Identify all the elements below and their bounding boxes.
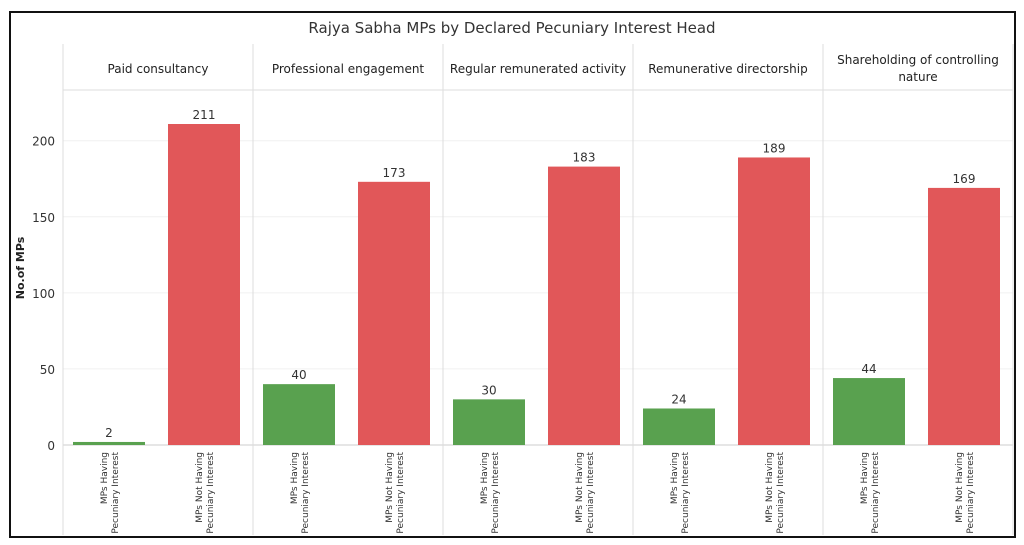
panel-header: Shareholding of controlling nature: [837, 53, 999, 84]
chart-title: Rajya Sabha MPs by Declared Pecuniary In…: [308, 19, 715, 37]
x-tick-label: MPs HavingPecuniary Interest: [100, 452, 121, 534]
bar-having: [643, 408, 715, 445]
data-label: 211: [193, 108, 216, 122]
x-tick-label: MPs HavingPecuniary Interest: [860, 452, 881, 534]
bar-not-having: [928, 187, 1000, 445]
data-label: 40: [291, 368, 306, 382]
x-tick-label: MPs Not HavingPecuniary Interest: [195, 452, 216, 534]
bar-not-having: [738, 157, 810, 446]
bar-having: [453, 399, 525, 445]
data-label: 24: [671, 392, 686, 406]
y-tick-label: 50: [40, 363, 55, 377]
x-tick-label: MPs Not HavingPecuniary Interest: [385, 452, 406, 534]
bar-having: [73, 441, 145, 445]
chart-frame: [9, 11, 1016, 538]
data-label: 189: [763, 141, 786, 155]
bar-not-having: [168, 124, 240, 445]
y-tick-label: 200: [32, 135, 55, 149]
data-label: 44: [861, 362, 876, 376]
panel-header: Paid consultancy: [108, 62, 209, 76]
data-label: 173: [383, 166, 406, 180]
data-label: 169: [953, 172, 976, 186]
x-tick-label: MPs HavingPecuniary Interest: [290, 452, 311, 534]
data-label: 30: [481, 383, 496, 397]
x-tick-label: MPs Not HavingPecuniary Interest: [955, 452, 976, 534]
data-label: 2: [105, 426, 113, 440]
x-tick-label: MPs HavingPecuniary Interest: [480, 452, 501, 534]
bar-not-having: [358, 181, 430, 445]
panel-header: Remunerative directorship: [648, 62, 807, 76]
bar-not-having: [548, 166, 620, 445]
x-tick-label: MPs Not HavingPecuniary Interest: [575, 452, 596, 534]
panel-header: Regular remunerated activity: [450, 62, 626, 76]
bar-having: [833, 378, 905, 445]
x-tick-label: MPs HavingPecuniary Interest: [670, 452, 691, 534]
panel-header: Professional engagement: [272, 62, 425, 76]
y-tick-label: 100: [32, 287, 55, 301]
bar-having: [263, 384, 335, 445]
y-axis-title: No.of MPs: [14, 236, 27, 299]
y-tick-label: 150: [32, 211, 55, 225]
x-tick-label: MPs Not HavingPecuniary Interest: [765, 452, 786, 534]
data-label: 183: [573, 151, 596, 165]
y-tick-label: 0: [47, 439, 55, 453]
